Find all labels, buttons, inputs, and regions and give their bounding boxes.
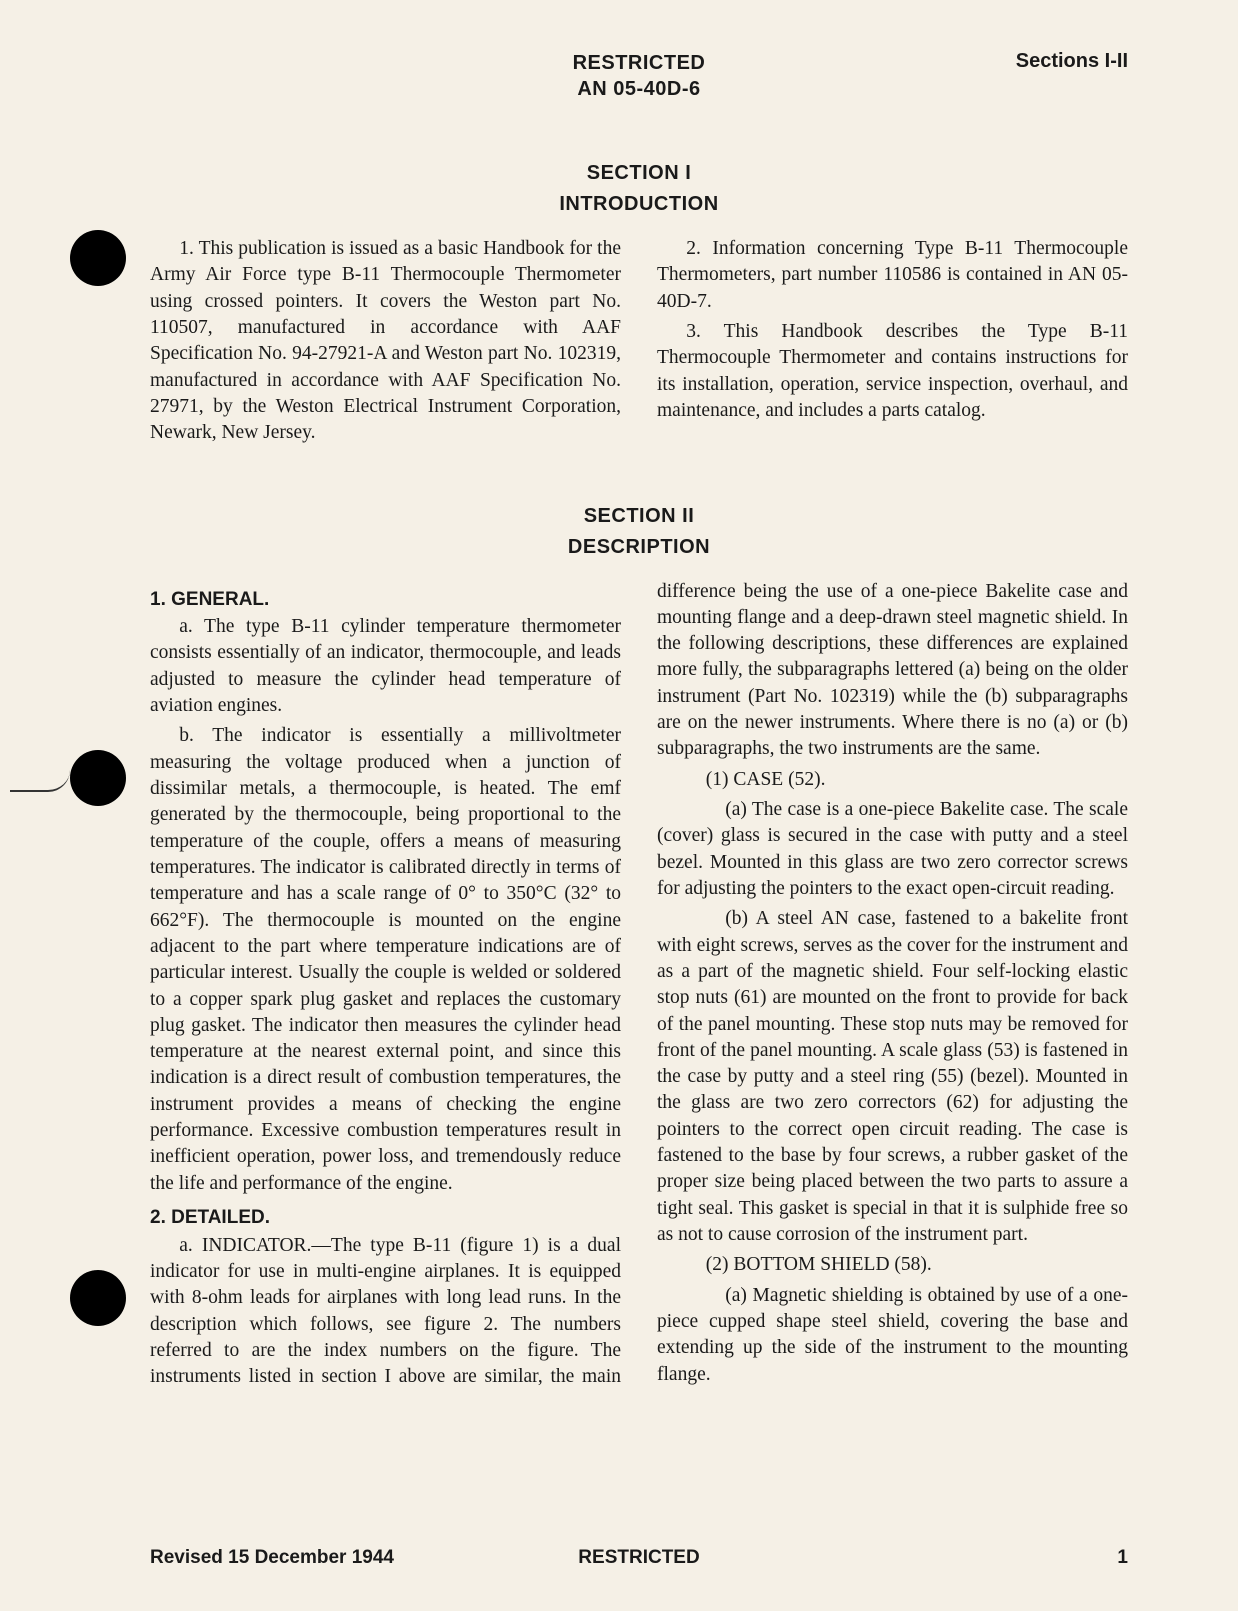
- document-page: RESTRICTED AN 05-40D-6 Sections I-II SEC…: [0, 0, 1238, 1611]
- punch-hole-icon: [70, 1270, 126, 1326]
- header-center: RESTRICTED AN 05-40D-6: [573, 50, 706, 102]
- page-footer: Revised 15 December 1944 RESTRICTED 1: [150, 1547, 1128, 1569]
- page-header: RESTRICTED AN 05-40D-6 Sections I-II: [150, 50, 1128, 102]
- heading-general: 1. GENERAL.: [150, 587, 621, 613]
- para-case-a: (a) The case is a one-piece Bakelite cas…: [657, 797, 1128, 902]
- para-1-1: 1. This publication is issued as a basic…: [150, 236, 621, 447]
- para-case-b: (b) A steel AN case, fastened to a bakel…: [657, 906, 1128, 1248]
- page-number: 1: [1117, 1547, 1128, 1569]
- para-1-2: 2. Information concerning Type B-11 Ther…: [657, 236, 1128, 315]
- heading-detailed: 2. DETAILED.: [150, 1205, 621, 1231]
- section-gap: [150, 447, 1128, 497]
- section-1-body: 1. This publication is issued as a basic…: [150, 236, 1128, 447]
- doc-number-label: AN 05-40D-6: [573, 76, 706, 102]
- para-shield-a: (a) Magnetic shielding is obtained by us…: [657, 1283, 1128, 1388]
- section-1-number: SECTION I: [150, 162, 1128, 185]
- section-1-title: INTRODUCTION: [150, 193, 1128, 216]
- para-2-1a: a. The type B-11 cylinder temperature th…: [150, 614, 621, 719]
- footer-classification: RESTRICTED: [578, 1547, 699, 1569]
- section-2-number: SECTION II: [150, 505, 1128, 528]
- para-shield-label: (2) BOTTOM SHIELD (58).: [657, 1252, 1128, 1278]
- section-range-label: Sections I-II: [1016, 50, 1128, 73]
- section-2-title: DESCRIPTION: [150, 536, 1128, 559]
- punch-hole-icon: [70, 230, 126, 286]
- section-2-body: 1. GENERAL. a. The type B-11 cylinder te…: [150, 579, 1128, 1392]
- revised-date: Revised 15 December 1944: [150, 1547, 394, 1569]
- para-case-label: (1) CASE (52).: [657, 767, 1128, 793]
- punch-hole-icon: [70, 750, 126, 806]
- para-1-3: 3. This Handbook describes the Type B-11…: [657, 319, 1128, 424]
- classification-label: RESTRICTED: [573, 50, 706, 76]
- para-2-1b: b. The indicator is essentially a milliv…: [150, 723, 621, 1197]
